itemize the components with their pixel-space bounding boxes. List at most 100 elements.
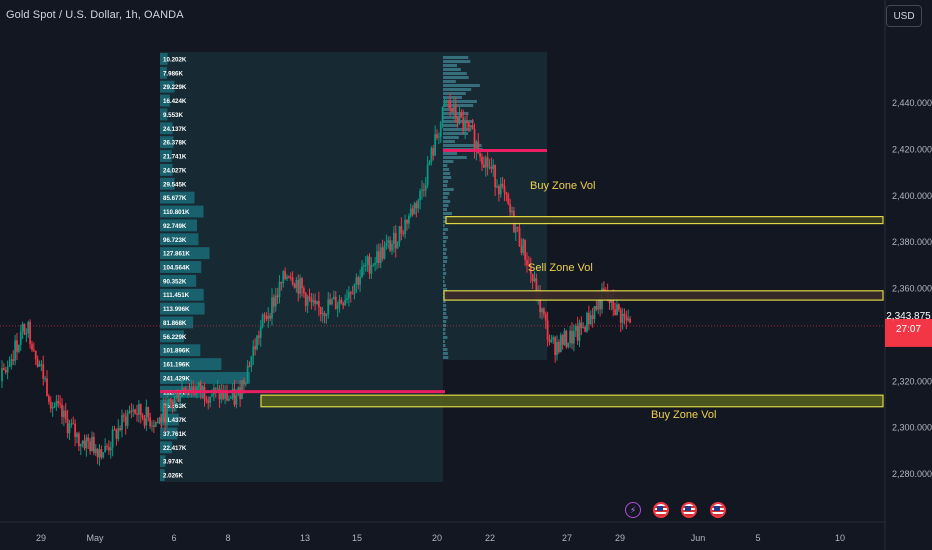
candle-body bbox=[616, 304, 618, 316]
time-tick-label: 5 bbox=[755, 533, 760, 543]
candle-body bbox=[158, 417, 161, 424]
price-axis-panel bbox=[885, 0, 932, 550]
candle-body bbox=[81, 440, 84, 444]
volume-profile-bar bbox=[160, 247, 210, 260]
candle-body bbox=[539, 292, 542, 313]
session-profile-bar bbox=[443, 232, 446, 235]
volume-profile-label: 127.861K bbox=[163, 251, 190, 258]
session-profile-bar bbox=[443, 276, 445, 279]
session-profile-bar bbox=[443, 200, 451, 203]
candle-body bbox=[482, 164, 485, 168]
candle-body bbox=[481, 156, 483, 165]
volume-profile-bar bbox=[160, 66, 167, 79]
volume-profile-bar bbox=[160, 358, 222, 371]
candle-body bbox=[162, 405, 165, 422]
session-profile-bar bbox=[443, 304, 447, 307]
candle-body bbox=[374, 262, 377, 265]
candle-body bbox=[426, 164, 429, 186]
candle-body bbox=[548, 339, 551, 342]
candle-body bbox=[166, 402, 168, 423]
us-flag-icon[interactable] bbox=[653, 502, 669, 518]
candle-body bbox=[137, 404, 140, 415]
candle-body bbox=[329, 299, 332, 305]
candle-body bbox=[464, 121, 467, 131]
candle-body bbox=[584, 326, 587, 332]
session-profile-bar bbox=[443, 92, 466, 95]
candle-body bbox=[364, 264, 367, 266]
candle-body bbox=[368, 256, 371, 274]
candle-body bbox=[614, 309, 617, 316]
candle-body bbox=[436, 134, 438, 138]
candle-body bbox=[486, 157, 489, 168]
candle-body bbox=[244, 382, 247, 385]
session-profile-bar bbox=[443, 128, 471, 131]
candle-body bbox=[589, 315, 592, 325]
us-flag-icon[interactable] bbox=[681, 502, 697, 518]
candle-body bbox=[177, 392, 180, 402]
candle-body bbox=[398, 226, 401, 243]
candle-body bbox=[563, 330, 566, 345]
candle-body bbox=[274, 295, 277, 307]
volume-profile-bar bbox=[160, 330, 185, 343]
session-profile-bar bbox=[443, 260, 448, 263]
candle-body bbox=[471, 125, 474, 129]
candle-body bbox=[64, 410, 67, 420]
candle-body bbox=[220, 391, 223, 400]
candle-body bbox=[595, 306, 598, 310]
candle-body bbox=[406, 219, 408, 224]
candle-body bbox=[617, 304, 620, 310]
flag-canton bbox=[657, 506, 663, 511]
candle-body bbox=[323, 312, 326, 316]
session-profile-bar bbox=[443, 140, 456, 143]
volume-profile-label: 56.229K bbox=[163, 334, 187, 341]
candle-body bbox=[349, 292, 352, 294]
candle-body bbox=[516, 227, 519, 229]
candle-body bbox=[218, 388, 221, 400]
candle-body bbox=[134, 409, 137, 414]
session-profile-bar bbox=[443, 244, 446, 247]
time-tick-label: 13 bbox=[300, 533, 310, 543]
session-profile-bar bbox=[443, 220, 446, 223]
volume-profile-bar bbox=[160, 136, 174, 149]
candle-body bbox=[109, 447, 112, 451]
time-tick-label: 20 bbox=[432, 533, 442, 543]
candle-body bbox=[104, 446, 107, 453]
volume-profile-label: 9.553K bbox=[163, 112, 183, 119]
candle-body bbox=[72, 423, 75, 425]
us-flag-icon[interactable] bbox=[710, 502, 726, 518]
session-profile-bar bbox=[443, 264, 445, 267]
candle-body bbox=[522, 239, 525, 253]
time-tick-label: 15 bbox=[352, 533, 362, 543]
candle-body bbox=[578, 322, 581, 341]
candle-body bbox=[192, 387, 195, 392]
volume-profile-label: 7.986K bbox=[163, 70, 183, 77]
volume-profile-bar bbox=[160, 94, 170, 107]
candle-body bbox=[143, 418, 146, 426]
candle-body bbox=[160, 417, 163, 422]
session-profile-bar bbox=[443, 328, 446, 331]
price-tick-label: 2,380.000 bbox=[892, 237, 932, 247]
session-profile-bar bbox=[443, 104, 474, 107]
candle-body bbox=[51, 407, 54, 409]
candle-body bbox=[83, 440, 86, 449]
candle-body bbox=[533, 278, 536, 282]
zone-box bbox=[260, 394, 884, 408]
candle-body bbox=[407, 215, 410, 224]
candle-body bbox=[312, 300, 315, 303]
session-profile-bar bbox=[443, 344, 446, 347]
candle-body bbox=[325, 314, 328, 316]
flag-canton bbox=[714, 506, 720, 511]
volume-profile-label: 22.417K bbox=[163, 445, 187, 452]
lightning-icon[interactable]: ⚡ bbox=[625, 502, 641, 518]
candle-body bbox=[392, 232, 395, 245]
volume-profile-label: 85.677K bbox=[163, 195, 187, 202]
volume-profile-bar bbox=[160, 274, 197, 287]
candle-body bbox=[304, 293, 307, 306]
session-profile-bar bbox=[443, 56, 469, 59]
session-profile-bar bbox=[443, 192, 450, 195]
session-profile-bar bbox=[443, 228, 449, 231]
candle-body bbox=[171, 402, 174, 405]
volume-profile-label: 10.202K bbox=[163, 56, 187, 63]
currency-button[interactable]: USD bbox=[886, 5, 922, 27]
